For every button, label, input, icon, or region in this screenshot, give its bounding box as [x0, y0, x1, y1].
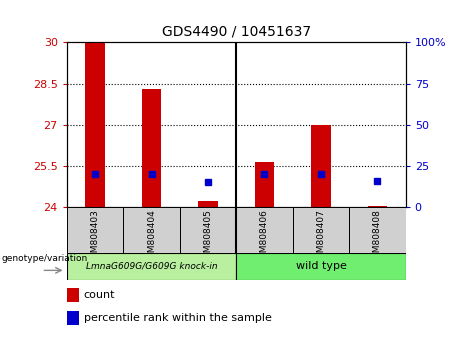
Bar: [67, 207, 123, 253]
Text: percentile rank within the sample: percentile rank within the sample: [84, 313, 272, 323]
Text: count: count: [84, 290, 115, 300]
Bar: [367, 206, 387, 207]
Bar: [67, 253, 236, 280]
Bar: [180, 207, 236, 253]
Bar: [236, 207, 293, 253]
Text: GSM808404: GSM808404: [147, 210, 156, 264]
Bar: [311, 125, 331, 207]
Bar: [293, 207, 349, 253]
Bar: [198, 201, 218, 207]
Text: GSM808406: GSM808406: [260, 210, 269, 264]
Bar: [142, 89, 161, 207]
Text: LmnaG609G/G609G knock-in: LmnaG609G/G609G knock-in: [86, 262, 218, 271]
Bar: [85, 42, 105, 207]
Bar: [67, 311, 79, 325]
Text: GSM808403: GSM808403: [90, 210, 100, 264]
Bar: [349, 207, 406, 253]
Bar: [123, 207, 180, 253]
Text: GSM808407: GSM808407: [316, 210, 325, 264]
Text: GSM808408: GSM808408: [373, 210, 382, 264]
Bar: [67, 288, 79, 302]
Title: GDS4490 / 10451637: GDS4490 / 10451637: [162, 24, 311, 39]
Bar: [236, 253, 406, 280]
Text: genotype/variation: genotype/variation: [1, 255, 88, 263]
Text: GSM808405: GSM808405: [203, 210, 213, 264]
Bar: [254, 162, 274, 207]
Text: wild type: wild type: [296, 261, 346, 272]
